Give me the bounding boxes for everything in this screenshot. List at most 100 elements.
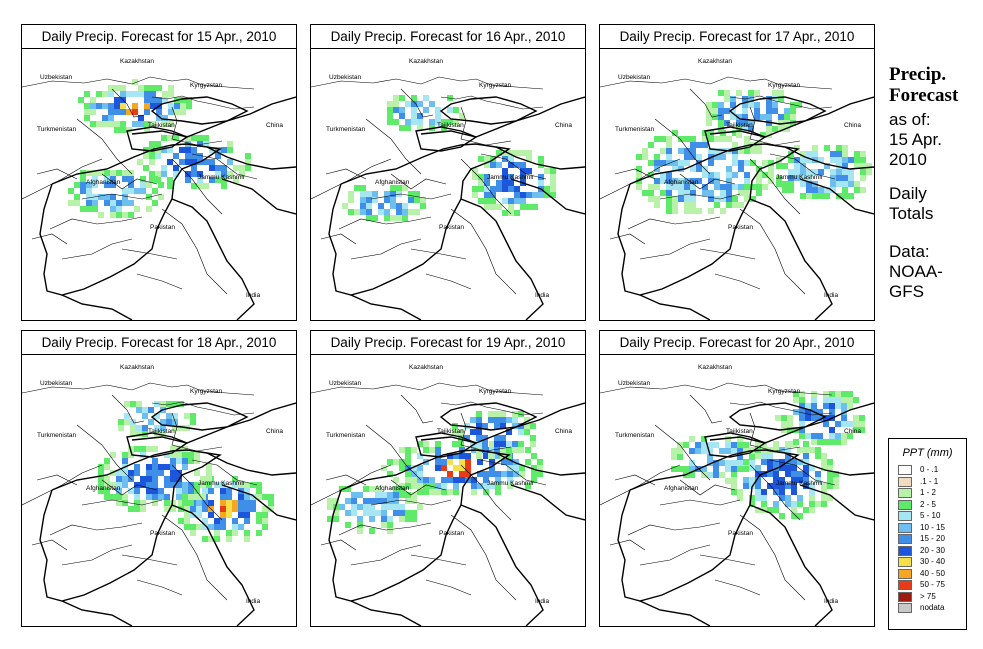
precip-cell: [508, 186, 514, 192]
precip-cell: [677, 466, 683, 472]
panel-title: Daily Precip. Forecast for 19 Apr., 2010: [310, 330, 586, 355]
precip-cell: [124, 419, 130, 425]
precip-cell: [417, 471, 423, 477]
precip-cell: [160, 419, 166, 425]
precip-cell: [742, 120, 748, 126]
precip-cell: [429, 101, 435, 107]
precip-cell: [708, 148, 714, 154]
precip-cell: [146, 476, 152, 482]
precip-cell: [80, 176, 86, 182]
label-china: China: [266, 428, 283, 435]
precip-cell: [178, 401, 184, 407]
label-jammu-kashmir: Jammu Kashmir: [776, 480, 824, 487]
precip-cell: [654, 136, 660, 142]
precip-cell: [791, 489, 797, 495]
precip-cell: [116, 206, 122, 212]
precip-cell: [518, 447, 524, 453]
precip-cell: [134, 470, 140, 476]
precip-cell: [787, 427, 793, 433]
precip-cell: [128, 188, 134, 194]
precip-cell: [405, 465, 411, 471]
precip-cell: [190, 512, 196, 518]
precip-cell: [408, 197, 414, 203]
precip-cell: [817, 439, 823, 445]
precip-cell: [128, 506, 134, 512]
precip-cell: [809, 465, 815, 471]
precip-cell: [654, 184, 660, 190]
label-tajikistan: Tajikistan: [437, 122, 464, 129]
precip-cell: [762, 160, 768, 166]
precip-cell: [476, 423, 482, 429]
precip-cell: [803, 453, 809, 459]
precip-cell: [244, 494, 250, 500]
precip-cell: [411, 107, 417, 113]
precip-cell: [220, 488, 226, 494]
precip-cell: [483, 471, 489, 477]
precip-cell: [164, 506, 170, 512]
precip-cell: [684, 202, 690, 208]
precip-cell: [408, 191, 414, 197]
precip-cell: [227, 147, 233, 153]
precip-cell: [104, 182, 110, 188]
precip-cell: [707, 454, 713, 460]
precip-cell: [720, 184, 726, 190]
precip-cell: [170, 500, 176, 506]
precip-cell: [149, 159, 155, 165]
precip-cell: [782, 163, 788, 169]
precip-cell: [725, 478, 731, 484]
precip-cell: [773, 447, 779, 453]
precip-cell: [132, 79, 138, 85]
precip-cell: [794, 145, 800, 151]
precip-cell: [476, 435, 482, 441]
precip-cell: [471, 489, 477, 495]
precip-cell: [393, 459, 399, 465]
precip-cell: [360, 191, 366, 197]
precip-cell: [755, 453, 761, 459]
precip-cell: [829, 433, 835, 439]
precip-cell: [524, 417, 530, 423]
precip-cell: [160, 431, 166, 437]
precip-cell: [701, 472, 707, 478]
precip-cell: [484, 198, 490, 204]
precip-cell: [143, 153, 149, 159]
precip-cell: [827, 471, 833, 477]
precip-cell: [749, 501, 755, 507]
precip-cell: [214, 518, 220, 524]
precip-cell: [726, 190, 732, 196]
precip-cell: [660, 172, 666, 178]
precip-cell: [495, 477, 501, 483]
precip-cell: [134, 494, 140, 500]
precip-cell: [405, 119, 411, 125]
precip-cell: [495, 471, 501, 477]
precip-cell: [506, 453, 512, 459]
precip-cell: [854, 181, 860, 187]
precip-cell: [714, 184, 720, 190]
precip-cell: [453, 483, 459, 489]
label-india: India: [246, 292, 260, 299]
precip-cell: [453, 465, 459, 471]
precip-cell: [730, 102, 736, 108]
precip-cell: [152, 464, 158, 470]
precip-cell: [811, 397, 817, 403]
legend-item: 50 - 75: [889, 579, 966, 591]
precip-cell: [152, 488, 158, 494]
precip-cell: [173, 135, 179, 141]
precip-cell: [116, 482, 122, 488]
precip-cell: [836, 169, 842, 175]
precip-cell: [636, 172, 642, 178]
precip-cell: [791, 465, 797, 471]
legend-item: .1 - 1: [889, 476, 966, 488]
legend-label: 20 - 30: [920, 545, 945, 555]
precip-cell: [233, 177, 239, 183]
precip-cell: [519, 471, 525, 477]
precip-cell: [749, 465, 755, 471]
precip-cell: [732, 202, 738, 208]
precip-cell: [530, 423, 536, 429]
precip-cell: [92, 206, 98, 212]
precip-cell: [203, 159, 209, 165]
label-kyrgyzstan: Kyrgyzstan: [190, 82, 223, 89]
precip-cell: [411, 516, 417, 522]
precip-cell: [226, 488, 232, 494]
precip-cell: [738, 184, 744, 190]
label-afghanistan: Afghanistan: [664, 485, 699, 492]
